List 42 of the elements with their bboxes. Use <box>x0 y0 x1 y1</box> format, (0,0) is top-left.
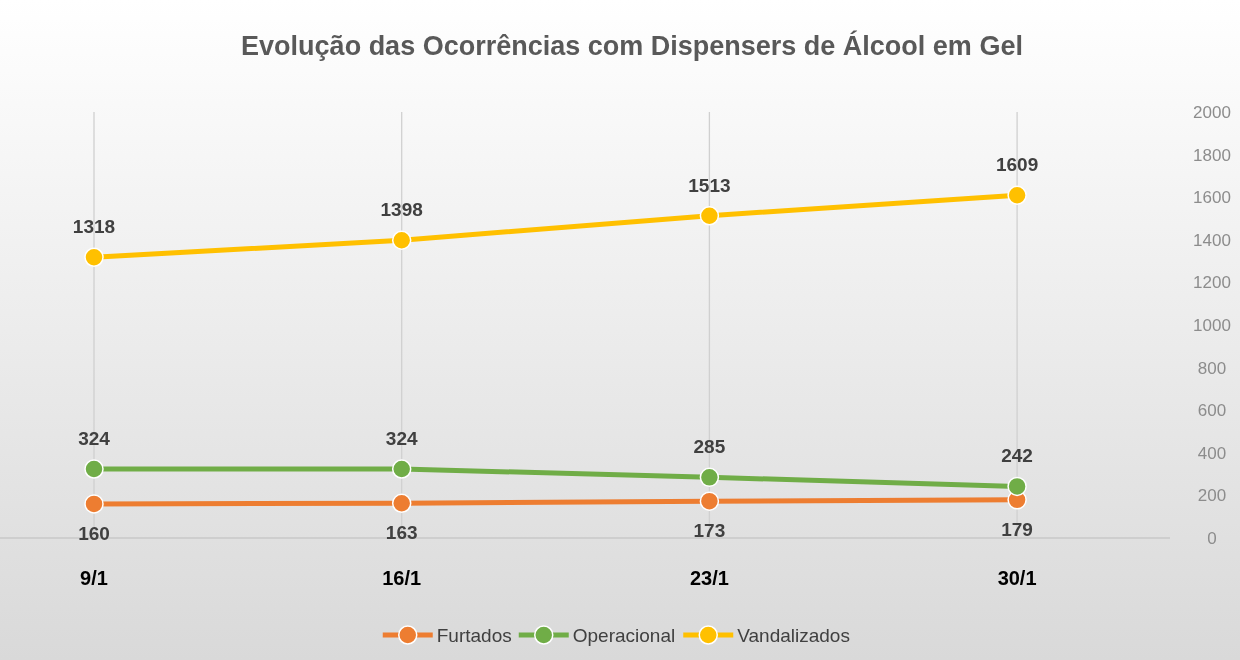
point <box>699 205 720 226</box>
y-tick-label: 2000 <box>1193 103 1231 122</box>
data-label: 324 <box>78 427 111 449</box>
point <box>84 247 104 268</box>
legend-label: Furtados <box>436 625 512 646</box>
point <box>1007 476 1027 497</box>
point <box>1007 185 1027 206</box>
y-tick-label: 200 <box>1197 486 1227 506</box>
point <box>84 459 104 479</box>
data-label: 1609 <box>995 154 1039 176</box>
data-label: 1398 <box>380 199 423 221</box>
y-tick-label: 400 <box>1197 443 1227 463</box>
data-label: 1513 <box>688 174 731 196</box>
y-tick-label: 0 <box>1207 529 1217 548</box>
y-tick-label: 1800 <box>1193 145 1231 165</box>
legend-label: Operacional <box>572 625 676 646</box>
point <box>391 459 412 479</box>
x-tick-label: 9/1 <box>80 567 108 589</box>
x-tick-label: 16/1 <box>382 567 422 589</box>
y-tick-label: 1600 <box>1193 188 1231 208</box>
point <box>699 467 720 488</box>
data-label: 179 <box>1001 518 1033 540</box>
y-tick-label: 800 <box>1197 358 1227 378</box>
point <box>391 230 412 250</box>
data-label: 285 <box>693 436 726 458</box>
y-tick-label: 1400 <box>1193 230 1231 250</box>
data-label: 163 <box>385 522 418 544</box>
chart-title: Evolução das Ocorrências com Dispensers de Álcool em Gel <box>241 30 1023 61</box>
point <box>699 491 720 511</box>
x-tick-label: 23/1 <box>689 567 729 589</box>
x-tick-label: 30/1 <box>997 567 1037 589</box>
data-label: 324 <box>385 427 418 449</box>
y-tick-label: 1000 <box>1193 316 1231 335</box>
y-tick-label: 600 <box>1197 401 1227 421</box>
point <box>84 494 104 514</box>
y-tick-label: 1200 <box>1193 273 1231 293</box>
point <box>391 493 412 514</box>
data-label: 242 <box>1001 445 1033 467</box>
data-label: 1318 <box>72 216 116 238</box>
legend-label: Vandalizados <box>737 625 850 646</box>
data-label: 160 <box>78 522 110 544</box>
data-label: 173 <box>693 520 726 542</box>
